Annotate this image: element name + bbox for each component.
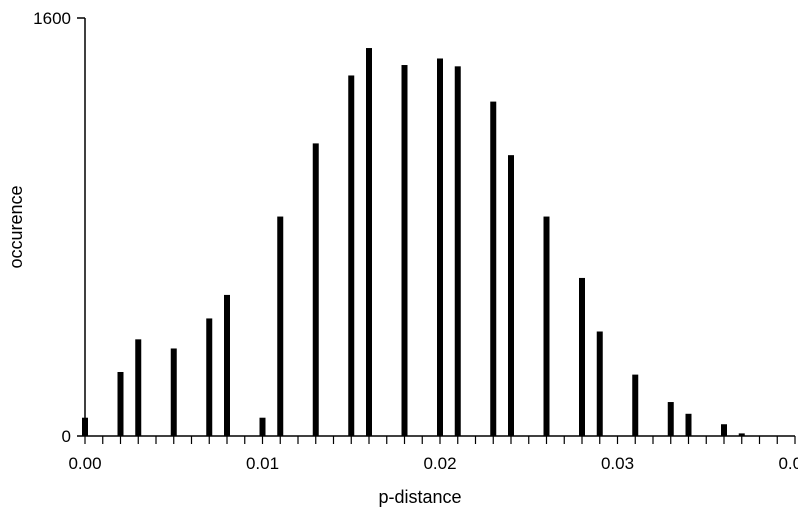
bar — [508, 155, 514, 436]
y-major-ticks — [77, 17, 85, 437]
y-tick-label-max: 1600 — [33, 9, 71, 28]
x-minor-ticks — [84, 436, 796, 444]
bar — [224, 294, 230, 436]
bar — [685, 413, 692, 436]
bar — [348, 75, 355, 436]
y-tick-label-min: 0 — [62, 427, 71, 446]
x-axis-title: p-distance — [378, 487, 461, 507]
bar — [259, 417, 266, 436]
bar — [170, 348, 177, 436]
bar — [454, 66, 461, 436]
x-tick-label-2: 0.02 — [423, 454, 456, 473]
x-tick-label-0: 0.00 — [68, 454, 101, 473]
bar — [206, 318, 213, 436]
bar — [135, 339, 142, 436]
bar — [721, 424, 727, 436]
bar — [738, 433, 745, 436]
bar — [366, 48, 372, 436]
bar — [667, 402, 674, 436]
bar — [596, 331, 603, 436]
bar — [632, 374, 639, 436]
bars — [82, 48, 745, 437]
y-axis-title: occurence — [6, 185, 26, 268]
bar — [579, 277, 585, 436]
x-tick-label-1: 0.01 — [246, 454, 279, 473]
x-tick-label-3: 0.03 — [601, 454, 634, 473]
bar — [277, 216, 284, 436]
bar — [312, 143, 319, 436]
x-tick-label-4: 0.04 — [778, 454, 798, 473]
bar — [117, 371, 124, 436]
bar — [543, 216, 550, 436]
bar — [437, 58, 443, 437]
bar — [401, 65, 408, 436]
bar — [490, 101, 497, 436]
